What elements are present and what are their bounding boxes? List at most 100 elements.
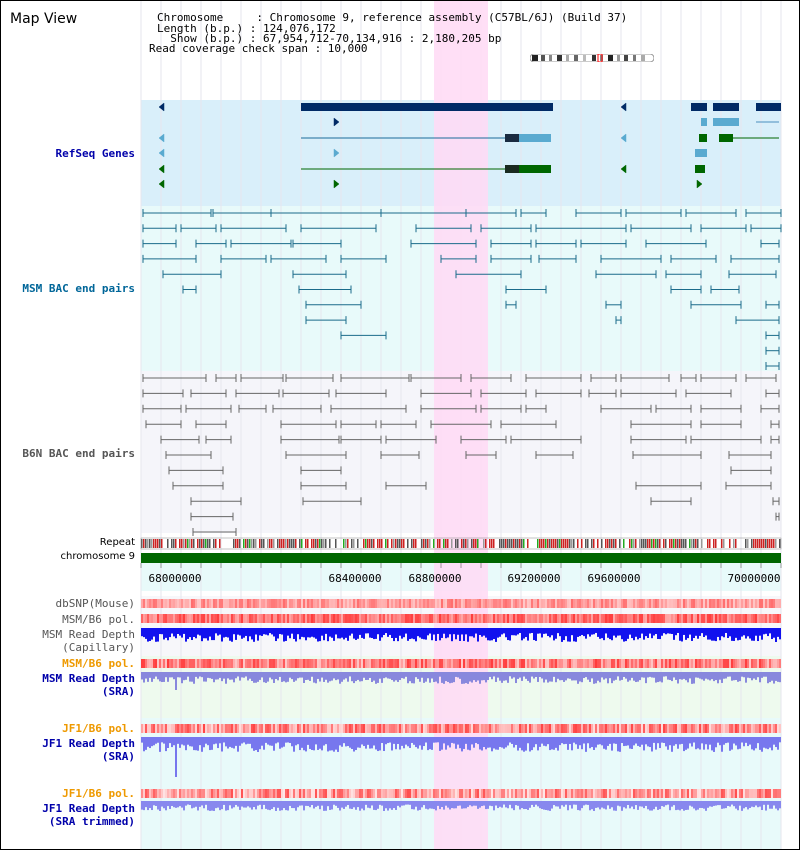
msm-sra-depth xyxy=(699,672,701,679)
gene-body[interactable] xyxy=(518,103,553,111)
jf1-pol-heat xyxy=(177,724,179,733)
jf1-trim-depth xyxy=(613,801,615,811)
jf1-sra-depth xyxy=(473,737,475,748)
msm-sra-depth xyxy=(349,672,351,677)
repeat-mark xyxy=(551,539,553,548)
msm-pol2-heat xyxy=(321,659,323,668)
msm-cap-depth xyxy=(281,628,283,635)
gene-arrow[interactable] xyxy=(158,133,165,143)
jf1-sra-depth xyxy=(525,737,527,751)
msm-cap-depth xyxy=(761,628,763,640)
highlight-region[interactable] xyxy=(434,1,488,849)
msm-pol2-heat xyxy=(223,659,225,668)
gene-arrow[interactable] xyxy=(696,179,703,189)
msm-pol-heat xyxy=(167,614,169,623)
jf1-pol2-heat xyxy=(563,789,565,798)
msm-sra-depth xyxy=(145,672,147,679)
jf1-trim-depth xyxy=(747,801,749,810)
jf1-pol2-heat xyxy=(457,789,459,798)
jf1-sra-depth xyxy=(669,737,671,746)
gene-arrow[interactable] xyxy=(158,164,165,174)
gene-exon[interactable] xyxy=(519,134,551,142)
msm-pol2-heat xyxy=(353,659,355,668)
dbsnp-heat xyxy=(397,599,399,608)
msm-pol2-heat xyxy=(639,659,641,668)
jf1-pol2-heat xyxy=(753,789,755,798)
msm-pol2-heat xyxy=(173,659,175,668)
gene-body[interactable] xyxy=(691,103,707,111)
msm-pol2-heat xyxy=(411,659,413,668)
jf1-sra-depth xyxy=(675,737,677,745)
msm-pol-heat xyxy=(449,614,451,623)
repeat-mark xyxy=(367,539,369,548)
gene-body[interactable] xyxy=(713,103,739,111)
gene-body[interactable] xyxy=(756,103,781,111)
gene-exon[interactable] xyxy=(713,118,739,126)
gene-body[interactable] xyxy=(301,103,518,111)
msm-pol-heat xyxy=(697,614,699,623)
jf1-sra-depth xyxy=(565,737,567,744)
msm-pol-heat xyxy=(201,614,203,623)
msm-pol2-heat xyxy=(383,659,385,668)
gene-arrow[interactable] xyxy=(333,179,340,189)
dbsnp-heat xyxy=(169,599,171,608)
gene-exon[interactable] xyxy=(505,134,519,142)
gene-arrow[interactable] xyxy=(620,133,627,143)
jf1-trim-depth xyxy=(723,801,725,809)
jf1-pol2-heat xyxy=(703,789,705,798)
gene-exon[interactable] xyxy=(695,165,705,173)
jf1-pol2-heat xyxy=(619,789,621,798)
msm-sra-depth xyxy=(565,672,567,681)
msm-cap-depth xyxy=(613,628,615,636)
gene-arrow[interactable] xyxy=(620,164,627,174)
repeat-mark xyxy=(547,539,549,548)
gene-exon[interactable] xyxy=(719,134,733,142)
repeat-track[interactable] xyxy=(140,537,782,550)
msm-cap-depth xyxy=(589,628,591,637)
msm-pol-heat xyxy=(753,614,755,623)
jf1-pol-heat xyxy=(525,724,527,733)
gene-arrow[interactable] xyxy=(333,148,340,158)
msm-cap-depth xyxy=(777,628,779,637)
repeat-mark xyxy=(185,539,187,548)
jf1-sra-depth xyxy=(195,737,197,751)
chromosome-bar[interactable] xyxy=(141,553,781,563)
dbsnp-heat xyxy=(477,599,479,608)
gene-exon[interactable] xyxy=(519,165,551,173)
gene-exon[interactable] xyxy=(505,165,519,173)
jf1-sra-depth xyxy=(665,737,667,747)
gene-exon[interactable] xyxy=(701,118,707,126)
jf1-trim-depth xyxy=(559,801,561,809)
msm-sra-depth xyxy=(485,672,487,683)
msm-pol-heat xyxy=(761,614,763,623)
jf1-trim-depth xyxy=(145,801,147,808)
gene-exon[interactable] xyxy=(699,134,707,142)
msm-cap-depth xyxy=(381,628,383,638)
jf1-pol2-heat xyxy=(515,789,517,798)
dbsnp-heat xyxy=(715,599,717,608)
jf1-trim-depth xyxy=(551,801,553,809)
gene-arrow[interactable] xyxy=(158,148,165,158)
gene-arrow[interactable] xyxy=(158,102,165,112)
jf1-trim-depth xyxy=(409,801,411,805)
gene-arrow[interactable] xyxy=(333,117,340,127)
msm-pol2-heat xyxy=(745,659,747,668)
jf1-sra-depth xyxy=(645,737,647,745)
msm-pol-heat xyxy=(623,614,625,623)
dbsnp-heat xyxy=(197,599,199,608)
jf1-sra-depth xyxy=(695,737,697,750)
chromosome-ideogram[interactable] xyxy=(530,54,654,62)
msm-pol2-heat xyxy=(695,659,697,668)
msm-sra-depth xyxy=(483,672,485,681)
jf1-pol-heat xyxy=(451,724,453,733)
msm-sra-depth xyxy=(261,672,263,678)
jf1-trim-depth xyxy=(581,801,583,809)
gene-arrow[interactable] xyxy=(158,179,165,189)
msm-pol-heat xyxy=(709,614,711,623)
gene-exon[interactable] xyxy=(695,149,707,157)
jf1-pol-heat xyxy=(571,724,573,733)
msm-pol-heat xyxy=(173,614,175,623)
gene-arrow[interactable] xyxy=(620,102,627,112)
dbsnp-heat xyxy=(313,599,315,608)
